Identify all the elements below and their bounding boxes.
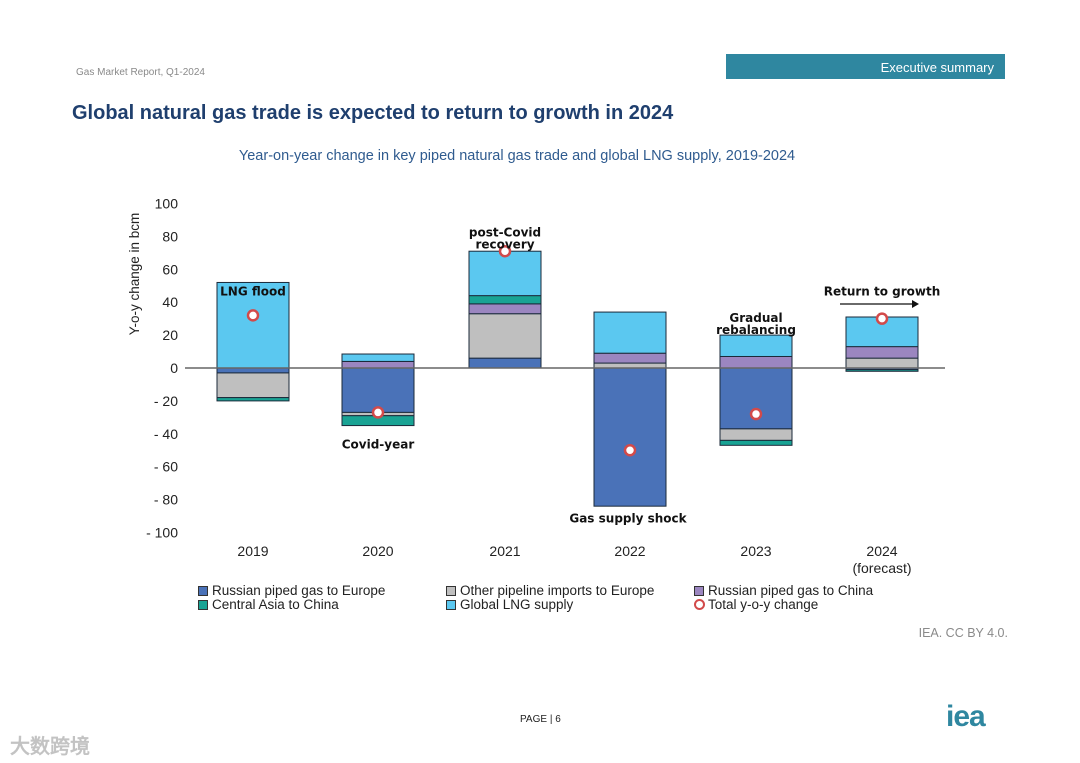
- legend-swatch: [198, 599, 208, 610]
- y-tick-label: - 100: [146, 525, 178, 541]
- bar-segment: [719, 439, 793, 446]
- x-tick-label: 2022: [614, 543, 645, 559]
- x-tick-label: 2024: [866, 543, 897, 559]
- y-tick-label: 80: [162, 228, 178, 244]
- total-marker: [875, 312, 889, 325]
- bar-segment: [719, 355, 793, 369]
- bar-segment: [719, 428, 793, 441]
- legend-label: Russian piped gas to China: [708, 583, 874, 598]
- y-tick-label: 100: [155, 196, 179, 212]
- annotation: Covid-year: [342, 438, 415, 452]
- bar-segment: [593, 311, 667, 354]
- y-tick-label: 40: [162, 294, 178, 310]
- legend-item: Other pipeline imports to Europe: [446, 583, 654, 598]
- bar-segment: [468, 357, 542, 369]
- legend-label: Total y-o-y change: [708, 597, 819, 612]
- bar-segment: [719, 334, 793, 357]
- y-tick-label: 0: [170, 360, 178, 376]
- legend-swatch: [446, 599, 456, 610]
- legend-label: Central Asia to China: [212, 597, 339, 612]
- x-tick-label: 2020: [362, 543, 393, 559]
- y-tick-label: - 20: [154, 393, 178, 409]
- y-tick-label: 20: [162, 327, 178, 343]
- legend-marker-icon: [694, 599, 705, 610]
- annotation: Gas supply shock: [569, 512, 687, 526]
- chart-title: Year-on-year change in key piped natural…: [238, 148, 796, 164]
- bar-segment: [468, 295, 542, 305]
- bar-segment: [216, 281, 290, 369]
- x-tick-label: 2019: [237, 543, 268, 559]
- x-tick-label: 2021: [489, 543, 520, 559]
- bar-segment: [593, 352, 667, 364]
- bar-segment: [216, 372, 290, 399]
- report-name: Gas Market Report, Q1-2024: [76, 67, 205, 78]
- bar-segment: [593, 367, 667, 507]
- total-marker: [371, 406, 385, 419]
- legend-item: Central Asia to China: [198, 597, 339, 612]
- legend-item: Russian piped gas to Europe: [198, 583, 385, 598]
- legend-label: Russian piped gas to Europe: [212, 583, 386, 598]
- bar-segment: [216, 397, 290, 402]
- bar-segment: [845, 369, 919, 372]
- bar-segment: [341, 367, 415, 413]
- annotation: post-Covid: [469, 225, 541, 239]
- total-marker: [246, 309, 260, 322]
- legend-swatch: [446, 585, 456, 596]
- page-number: PAGE | 6: [520, 714, 561, 725]
- legend-item: Global LNG supply: [446, 597, 573, 612]
- total-marker: [623, 444, 637, 457]
- x-tick-label: 2023: [740, 543, 771, 559]
- legend-item: Russian piped gas to China: [694, 583, 873, 598]
- annotation: rebalancing: [716, 323, 796, 337]
- total-marker: [749, 407, 763, 421]
- total-marker: [498, 244, 512, 258]
- bar-segment: [468, 313, 542, 359]
- bar-segment: [341, 360, 415, 369]
- credit: IEA. CC BY 4.0.: [918, 626, 1008, 640]
- x-tick-sublabel: (forecast): [852, 560, 911, 576]
- annotation: recovery: [475, 237, 534, 251]
- bar-segment: [468, 250, 542, 297]
- bar-segment: [845, 357, 919, 369]
- iea-logo: iea: [946, 700, 986, 733]
- y-tick-label: 60: [162, 261, 178, 277]
- bar-segment: [845, 346, 919, 359]
- y-tick-label: - 40: [154, 426, 178, 442]
- y-tick-label: - 80: [154, 492, 178, 508]
- watermark: 大数跨境: [10, 736, 90, 758]
- bar-segment: [468, 303, 542, 315]
- y-tick-label: - 60: [154, 459, 178, 475]
- legend-swatch: [694, 585, 704, 596]
- legend-label: Other pipeline imports to Europe: [460, 583, 655, 598]
- arrow-head: [912, 300, 919, 308]
- section-tag: Executive summary: [726, 54, 1005, 79]
- legend-swatch: [198, 585, 208, 596]
- page-title: Global natural gas trade is expected to …: [72, 102, 674, 124]
- legend-label: Global LNG supply: [460, 597, 574, 612]
- annotation: Gradual: [729, 311, 782, 325]
- y-axis-label: Y-o-y change in bcm: [127, 213, 142, 336]
- annotation: Return to growth: [824, 285, 941, 299]
- bar-segment: [341, 353, 415, 362]
- annotation: LNG flood: [220, 285, 286, 299]
- legend-item: Total y-o-y change: [694, 597, 818, 612]
